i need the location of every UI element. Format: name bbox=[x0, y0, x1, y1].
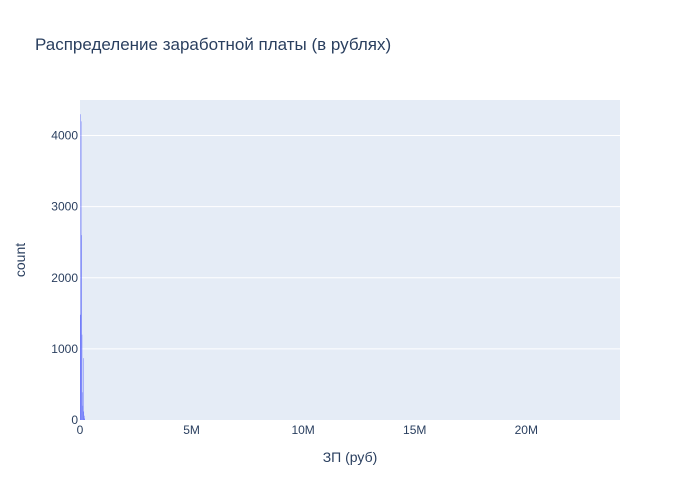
y-axis-ticks: 0 1000 2000 3000 4000 bbox=[51, 129, 78, 427]
x-axis-title: ЗП (руб) bbox=[323, 449, 378, 465]
x-tick-label: 5M bbox=[183, 423, 200, 437]
y-tick-label: 2000 bbox=[51, 271, 78, 285]
x-axis-ticks: 0 5M 10M 15M 20M bbox=[77, 423, 538, 437]
grid-lines bbox=[80, 135, 620, 350]
x-tick-label: 0 bbox=[77, 423, 84, 437]
bars bbox=[80, 114, 85, 420]
x-tick-label: 15M bbox=[403, 423, 426, 437]
x-tick-label: 10M bbox=[291, 423, 314, 437]
chart-title: Распределение заработной платы (в рублях… bbox=[35, 35, 391, 54]
y-tick-label: 1000 bbox=[51, 342, 78, 356]
x-tick-label: 20M bbox=[515, 423, 538, 437]
plot-area bbox=[80, 100, 620, 420]
y-tick-label: 3000 bbox=[51, 200, 78, 214]
y-tick-label: 0 bbox=[71, 413, 78, 427]
y-axis-title: count bbox=[12, 243, 28, 277]
y-tick-label: 4000 bbox=[51, 129, 78, 143]
